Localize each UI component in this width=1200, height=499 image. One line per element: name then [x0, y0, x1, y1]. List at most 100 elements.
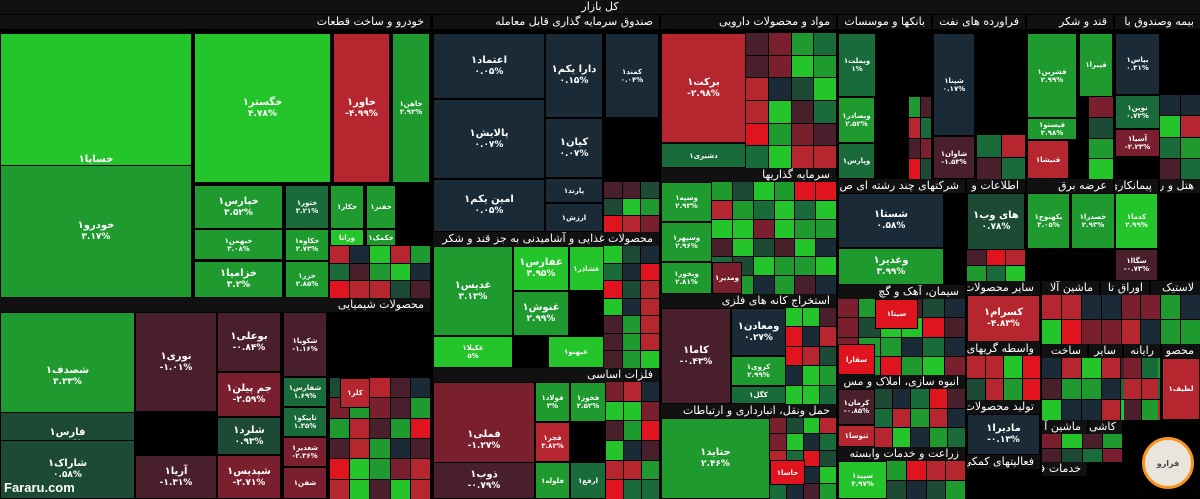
stock-tile-small[interactable]: [350, 263, 370, 281]
stock-tile-small[interactable]: [791, 123, 814, 146]
stock-tile-small[interactable]: [1042, 295, 1061, 319]
stock-tile-small[interactable]: [814, 100, 836, 123]
sector-header[interactable]: ماشین آ: [1042, 420, 1087, 434]
stock-tile-small[interactable]: [410, 439, 430, 459]
stock-tile-small[interactable]: [1161, 320, 1181, 344]
stock-tile-small[interactable]: [1042, 358, 1061, 378]
stock-tile-small[interactable]: [746, 123, 768, 146]
stock-tile-small[interactable]: [641, 333, 659, 351]
stock-tile-small[interactable]: [330, 281, 350, 298]
stock-tile-small[interactable]: [1042, 434, 1062, 448]
stock-tile-small[interactable]: [1101, 295, 1121, 319]
stock-tile[interactable]: ثنوسا۱: [838, 425, 875, 447]
stock-tile-small[interactable]: [1121, 295, 1141, 319]
stock-tile-small[interactable]: [1081, 400, 1101, 420]
stock-tile-small[interactable]: [604, 281, 622, 298]
stock-tile-small[interactable]: [786, 434, 803, 450]
stock-tile-small[interactable]: [390, 459, 410, 479]
stock-tile[interactable]: آسیا۱ -۲.۲۳%: [1115, 129, 1160, 157]
stock-tile-small[interactable]: [390, 439, 410, 459]
sector-header[interactable]: استخراج کانه های فلزی: [661, 294, 836, 308]
stock-tile-small[interactable]: [795, 182, 816, 200]
stock-tile[interactable]: شپنا۱ ۰.۱۷%: [933, 33, 975, 136]
stock-tile[interactable]: خصدرا۱ ۲.۹۳%: [1071, 193, 1115, 249]
stock-tile-small[interactable]: [795, 257, 816, 276]
stock-tile-small[interactable]: [604, 298, 622, 316]
stock-tile-small[interactable]: [606, 460, 623, 480]
stock-tile-small[interactable]: [712, 238, 732, 257]
stock-tile-small[interactable]: [410, 479, 430, 499]
stock-tile-small[interactable]: [390, 263, 410, 281]
stock-tile-small[interactable]: [929, 408, 947, 428]
stock-tile-small[interactable]: [1062, 434, 1082, 448]
stock-tile-small[interactable]: [803, 483, 820, 499]
stock-tile-small[interactable]: [1001, 135, 1025, 157]
stock-tile[interactable]: کدما۱ ۲.۹۹%: [1115, 193, 1158, 249]
stock-tile[interactable]: کگل۱: [731, 386, 786, 404]
stock-tile-small[interactable]: [1124, 400, 1141, 420]
stock-tile-small[interactable]: [606, 440, 623, 460]
stock-tile-small[interactable]: [604, 316, 622, 333]
stock-tile-small[interactable]: [803, 366, 819, 385]
stock-tile-small[interactable]: [986, 266, 1006, 281]
stock-tile-small[interactable]: [603, 199, 622, 215]
stock-tile-small[interactable]: [1081, 358, 1101, 378]
stock-tile[interactable]: دارا یکم۱ ۰.۱۵%: [545, 33, 603, 118]
stock-tile[interactable]: وراتا: [330, 229, 364, 246]
stock-tile-small[interactable]: [820, 450, 836, 467]
stock-tile-small[interactable]: [370, 479, 390, 499]
stock-tile[interactable]: لطیف۱: [1162, 358, 1200, 420]
stock-tile-small[interactable]: [946, 461, 965, 480]
stock-tile-small[interactable]: [803, 327, 819, 346]
stock-tile-small[interactable]: [1101, 358, 1121, 378]
stock-tile-small[interactable]: [350, 418, 370, 438]
stock-tile-small[interactable]: [1061, 379, 1081, 399]
stock-tile-small[interactable]: [370, 378, 390, 398]
stock-tile-small[interactable]: [923, 318, 944, 337]
stock-tile-small[interactable]: [390, 479, 410, 499]
stock-tile-small[interactable]: [820, 434, 836, 450]
stock-tile-small[interactable]: [753, 276, 774, 294]
stock-tile-small[interactable]: [1081, 379, 1101, 399]
stock-tile-small[interactable]: [786, 308, 802, 327]
stock-tile-small[interactable]: [893, 408, 911, 428]
stock-tile-small[interactable]: [926, 461, 946, 480]
stock-tile[interactable]: شاراک۱ ۰.۵۸%: [0, 440, 135, 499]
stock-tile-small[interactable]: [906, 480, 926, 499]
stock-tile-small[interactable]: [753, 200, 774, 219]
stock-tile-small[interactable]: [1141, 358, 1158, 378]
stock-tile-small[interactable]: [1082, 434, 1102, 448]
stock-tile-small[interactable]: [967, 356, 985, 378]
stock-tile-small[interactable]: [1042, 320, 1061, 344]
stock-tile-small[interactable]: [770, 418, 786, 434]
stock-tile-small[interactable]: [1082, 448, 1102, 462]
stock-tile[interactable]: غشاذر۱: [569, 246, 604, 291]
stock-tile-small[interactable]: [1004, 356, 1022, 378]
sector-header[interactable]: رایانه: [1124, 344, 1160, 358]
stock-tile-small[interactable]: [330, 459, 350, 479]
stock-tile-small[interactable]: [967, 250, 986, 265]
stock-tile-small[interactable]: [786, 385, 802, 404]
stock-tile[interactable]: بپاس۱ ۰.۳۱%: [1115, 33, 1160, 95]
sector-header[interactable]: سایر: [1089, 344, 1122, 358]
stock-tile-small[interactable]: [909, 138, 920, 159]
stock-tile-small[interactable]: [902, 337, 923, 356]
stock-tile-small[interactable]: [1160, 95, 1180, 116]
stock-tile[interactable]: حاسا۱: [770, 460, 805, 485]
stock-tile-small[interactable]: [641, 298, 659, 316]
stock-tile-small[interactable]: [370, 263, 390, 281]
sector-header[interactable]: فلزات اساسی: [433, 368, 659, 382]
stock-tile-small[interactable]: [746, 146, 768, 168]
sector-header[interactable]: عرضه برق: [1027, 179, 1113, 193]
stock-tile-small[interactable]: [1042, 448, 1062, 462]
stock-tile-small[interactable]: [1181, 320, 1200, 344]
stock-tile[interactable]: وبخور۱ ۲.۸۱%: [661, 262, 712, 294]
stock-tile[interactable]: فولاد۱ ۳%: [535, 382, 570, 422]
stock-tile-small[interactable]: [1089, 159, 1113, 179]
sector-header[interactable]: انبوه سازی، املاک و مس: [838, 375, 965, 389]
stock-tile[interactable]: کمند۱ ۰.۰۴%: [605, 33, 659, 118]
stock-tile-small[interactable]: [820, 308, 836, 327]
stock-tile-small[interactable]: [791, 100, 814, 123]
stock-tile-small[interactable]: [875, 428, 893, 447]
stock-tile-small[interactable]: [624, 401, 641, 421]
